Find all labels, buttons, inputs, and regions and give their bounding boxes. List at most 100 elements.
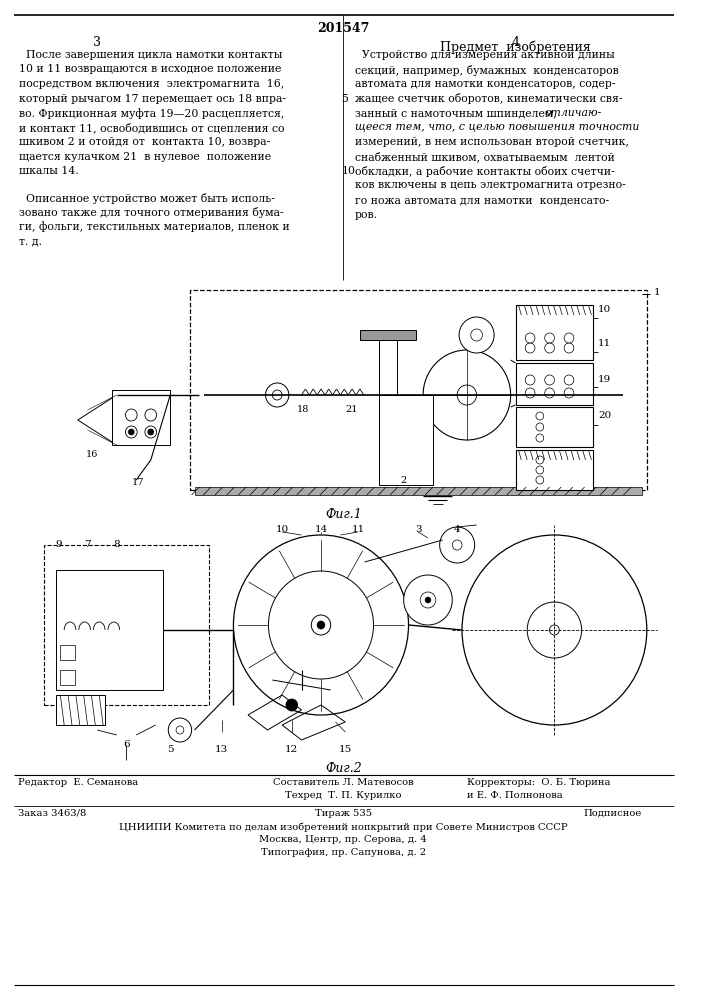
Circle shape: [423, 350, 510, 440]
Text: 7: 7: [84, 540, 91, 549]
Text: Фиг.1: Фиг.1: [325, 508, 362, 521]
Circle shape: [525, 375, 535, 385]
Text: 10: 10: [276, 525, 288, 534]
Text: 12: 12: [285, 745, 298, 754]
Text: автомата для намотки конденсаторов, содер-: автомата для намотки конденсаторов, соде…: [355, 79, 616, 89]
Text: 21: 21: [345, 405, 358, 414]
Circle shape: [452, 540, 462, 550]
Text: Типография, пр. Сапунова, д. 2: Типография, пр. Сапунова, д. 2: [261, 848, 426, 857]
Circle shape: [457, 385, 477, 405]
Text: Подписное: Подписное: [583, 809, 642, 818]
Text: измерений, в нем использован второй счетчик,: измерений, в нем использован второй счет…: [355, 137, 629, 147]
Bar: [44, 545, 209, 705]
Text: 10 и 11 возвращаются в исходное положение: 10 и 11 возвращаются в исходное положени…: [20, 64, 282, 75]
Text: Москва, Центр, пр. Серова, д. 4: Москва, Центр, пр. Серова, д. 4: [259, 835, 427, 844]
Circle shape: [536, 412, 544, 420]
Circle shape: [544, 333, 554, 343]
Circle shape: [459, 317, 494, 353]
Circle shape: [148, 429, 153, 435]
Text: Фиг.2: Фиг.2: [325, 762, 362, 775]
Text: 5: 5: [341, 94, 349, 104]
Text: Описанное устройство может быть исполь-: Описанное устройство может быть исполь-: [20, 192, 275, 204]
Text: ги, фольги, текстильных материалов, пленок и: ги, фольги, текстильных материалов, плен…: [20, 222, 290, 232]
Circle shape: [462, 535, 647, 725]
Bar: [194, 487, 642, 495]
Text: Техред  Т. П. Курилко: Техред Т. П. Курилко: [285, 791, 402, 800]
Circle shape: [420, 592, 436, 608]
Text: ЦНИИПИ Комитета по делам изобретений нопкрытий при Совете Министров СССР: ЦНИИПИ Комитета по делам изобретений ноп…: [119, 822, 568, 832]
Circle shape: [440, 527, 474, 563]
Circle shape: [536, 476, 544, 484]
Circle shape: [544, 388, 554, 398]
Text: отличаю-: отличаю-: [544, 108, 602, 118]
Circle shape: [564, 333, 574, 343]
Circle shape: [564, 388, 574, 398]
Circle shape: [564, 375, 574, 385]
Circle shape: [269, 571, 373, 679]
Text: Устройство для измерения активной длины: Устройство для измерения активной длины: [355, 50, 615, 60]
Text: 5: 5: [167, 745, 173, 754]
Text: 16: 16: [86, 450, 98, 459]
Circle shape: [544, 343, 554, 353]
Circle shape: [471, 329, 482, 341]
Text: 11: 11: [598, 338, 612, 348]
Text: 11: 11: [351, 525, 365, 534]
Text: снабженный шкивом, охватываемым  лентой: снабженный шкивом, охватываемым лентой: [355, 151, 615, 162]
Text: 8: 8: [113, 540, 120, 549]
Circle shape: [425, 597, 431, 603]
Text: 3: 3: [93, 36, 101, 49]
Circle shape: [266, 383, 289, 407]
Text: 201547: 201547: [317, 22, 370, 35]
Bar: [515, 363, 593, 405]
Circle shape: [286, 699, 298, 711]
Text: щается кулачком 21  в нулевое  положение: щается кулачком 21 в нулевое положение: [20, 151, 271, 161]
Bar: [380, 335, 397, 485]
Bar: [515, 305, 593, 360]
Text: секций, например, бумажных  конденсаторов: секций, например, бумажных конденсаторов: [355, 64, 619, 76]
Circle shape: [272, 390, 282, 400]
Text: Корректоры:  О. Б. Тюрина: Корректоры: О. Б. Тюрина: [467, 778, 610, 787]
Circle shape: [125, 426, 137, 438]
Bar: [380, 395, 433, 485]
Text: шкивом 2 и отойдя от  контакта 10, возвра-: шкивом 2 и отойдя от контакта 10, возвра…: [20, 137, 271, 147]
Circle shape: [233, 535, 409, 715]
Circle shape: [125, 409, 137, 421]
Text: ков включены в цепь электромагнита отрезно-: ков включены в цепь электромагнита отрез…: [355, 180, 626, 190]
Text: занный с намоточным шпинделем,: занный с намоточным шпинделем,: [355, 108, 560, 118]
Bar: [60, 645, 75, 660]
Bar: [57, 570, 163, 690]
Circle shape: [527, 602, 582, 658]
Circle shape: [549, 625, 559, 635]
Circle shape: [525, 388, 535, 398]
Bar: [515, 407, 593, 447]
Text: 18: 18: [297, 405, 309, 414]
Text: который рычагом 17 перемещает ось 18 впра-: который рычагом 17 перемещает ось 18 впр…: [20, 94, 286, 104]
Circle shape: [536, 434, 544, 442]
Circle shape: [536, 466, 544, 474]
Circle shape: [317, 621, 325, 629]
Circle shape: [404, 575, 452, 625]
Circle shape: [311, 615, 331, 635]
Text: ров.: ров.: [355, 210, 378, 220]
Text: во. Фрикционная муфта 19—20 расцепляется,: во. Фрикционная муфта 19—20 расцепляется…: [20, 108, 285, 119]
Text: го ножа автомата для намотки  конденсато-: го ножа автомата для намотки конденсато-: [355, 195, 609, 205]
Bar: [515, 450, 593, 490]
Text: и контакт 11, освободившись от сцепления со: и контакт 11, освободившись от сцепления…: [20, 122, 285, 133]
Text: шкалы 14.: шкалы 14.: [20, 166, 79, 176]
Bar: [60, 670, 75, 685]
Circle shape: [536, 423, 544, 431]
Text: 10: 10: [341, 166, 356, 176]
Text: т. д.: т. д.: [20, 236, 42, 246]
Text: 6: 6: [123, 740, 130, 749]
Text: 19: 19: [598, 375, 612, 384]
Bar: [360, 330, 416, 340]
Circle shape: [168, 718, 192, 742]
Text: посредством включения  электромагнита  16,: посредством включения электромагнита 16,: [20, 79, 285, 89]
Text: 14: 14: [315, 525, 327, 534]
Text: 1: 1: [654, 288, 660, 297]
Text: 10: 10: [598, 306, 612, 314]
Text: 13: 13: [215, 745, 228, 754]
Text: 3: 3: [415, 525, 421, 534]
Text: 4: 4: [511, 36, 520, 49]
Text: После завершения цикла намотки контакты: После завершения цикла намотки контакты: [20, 50, 283, 60]
